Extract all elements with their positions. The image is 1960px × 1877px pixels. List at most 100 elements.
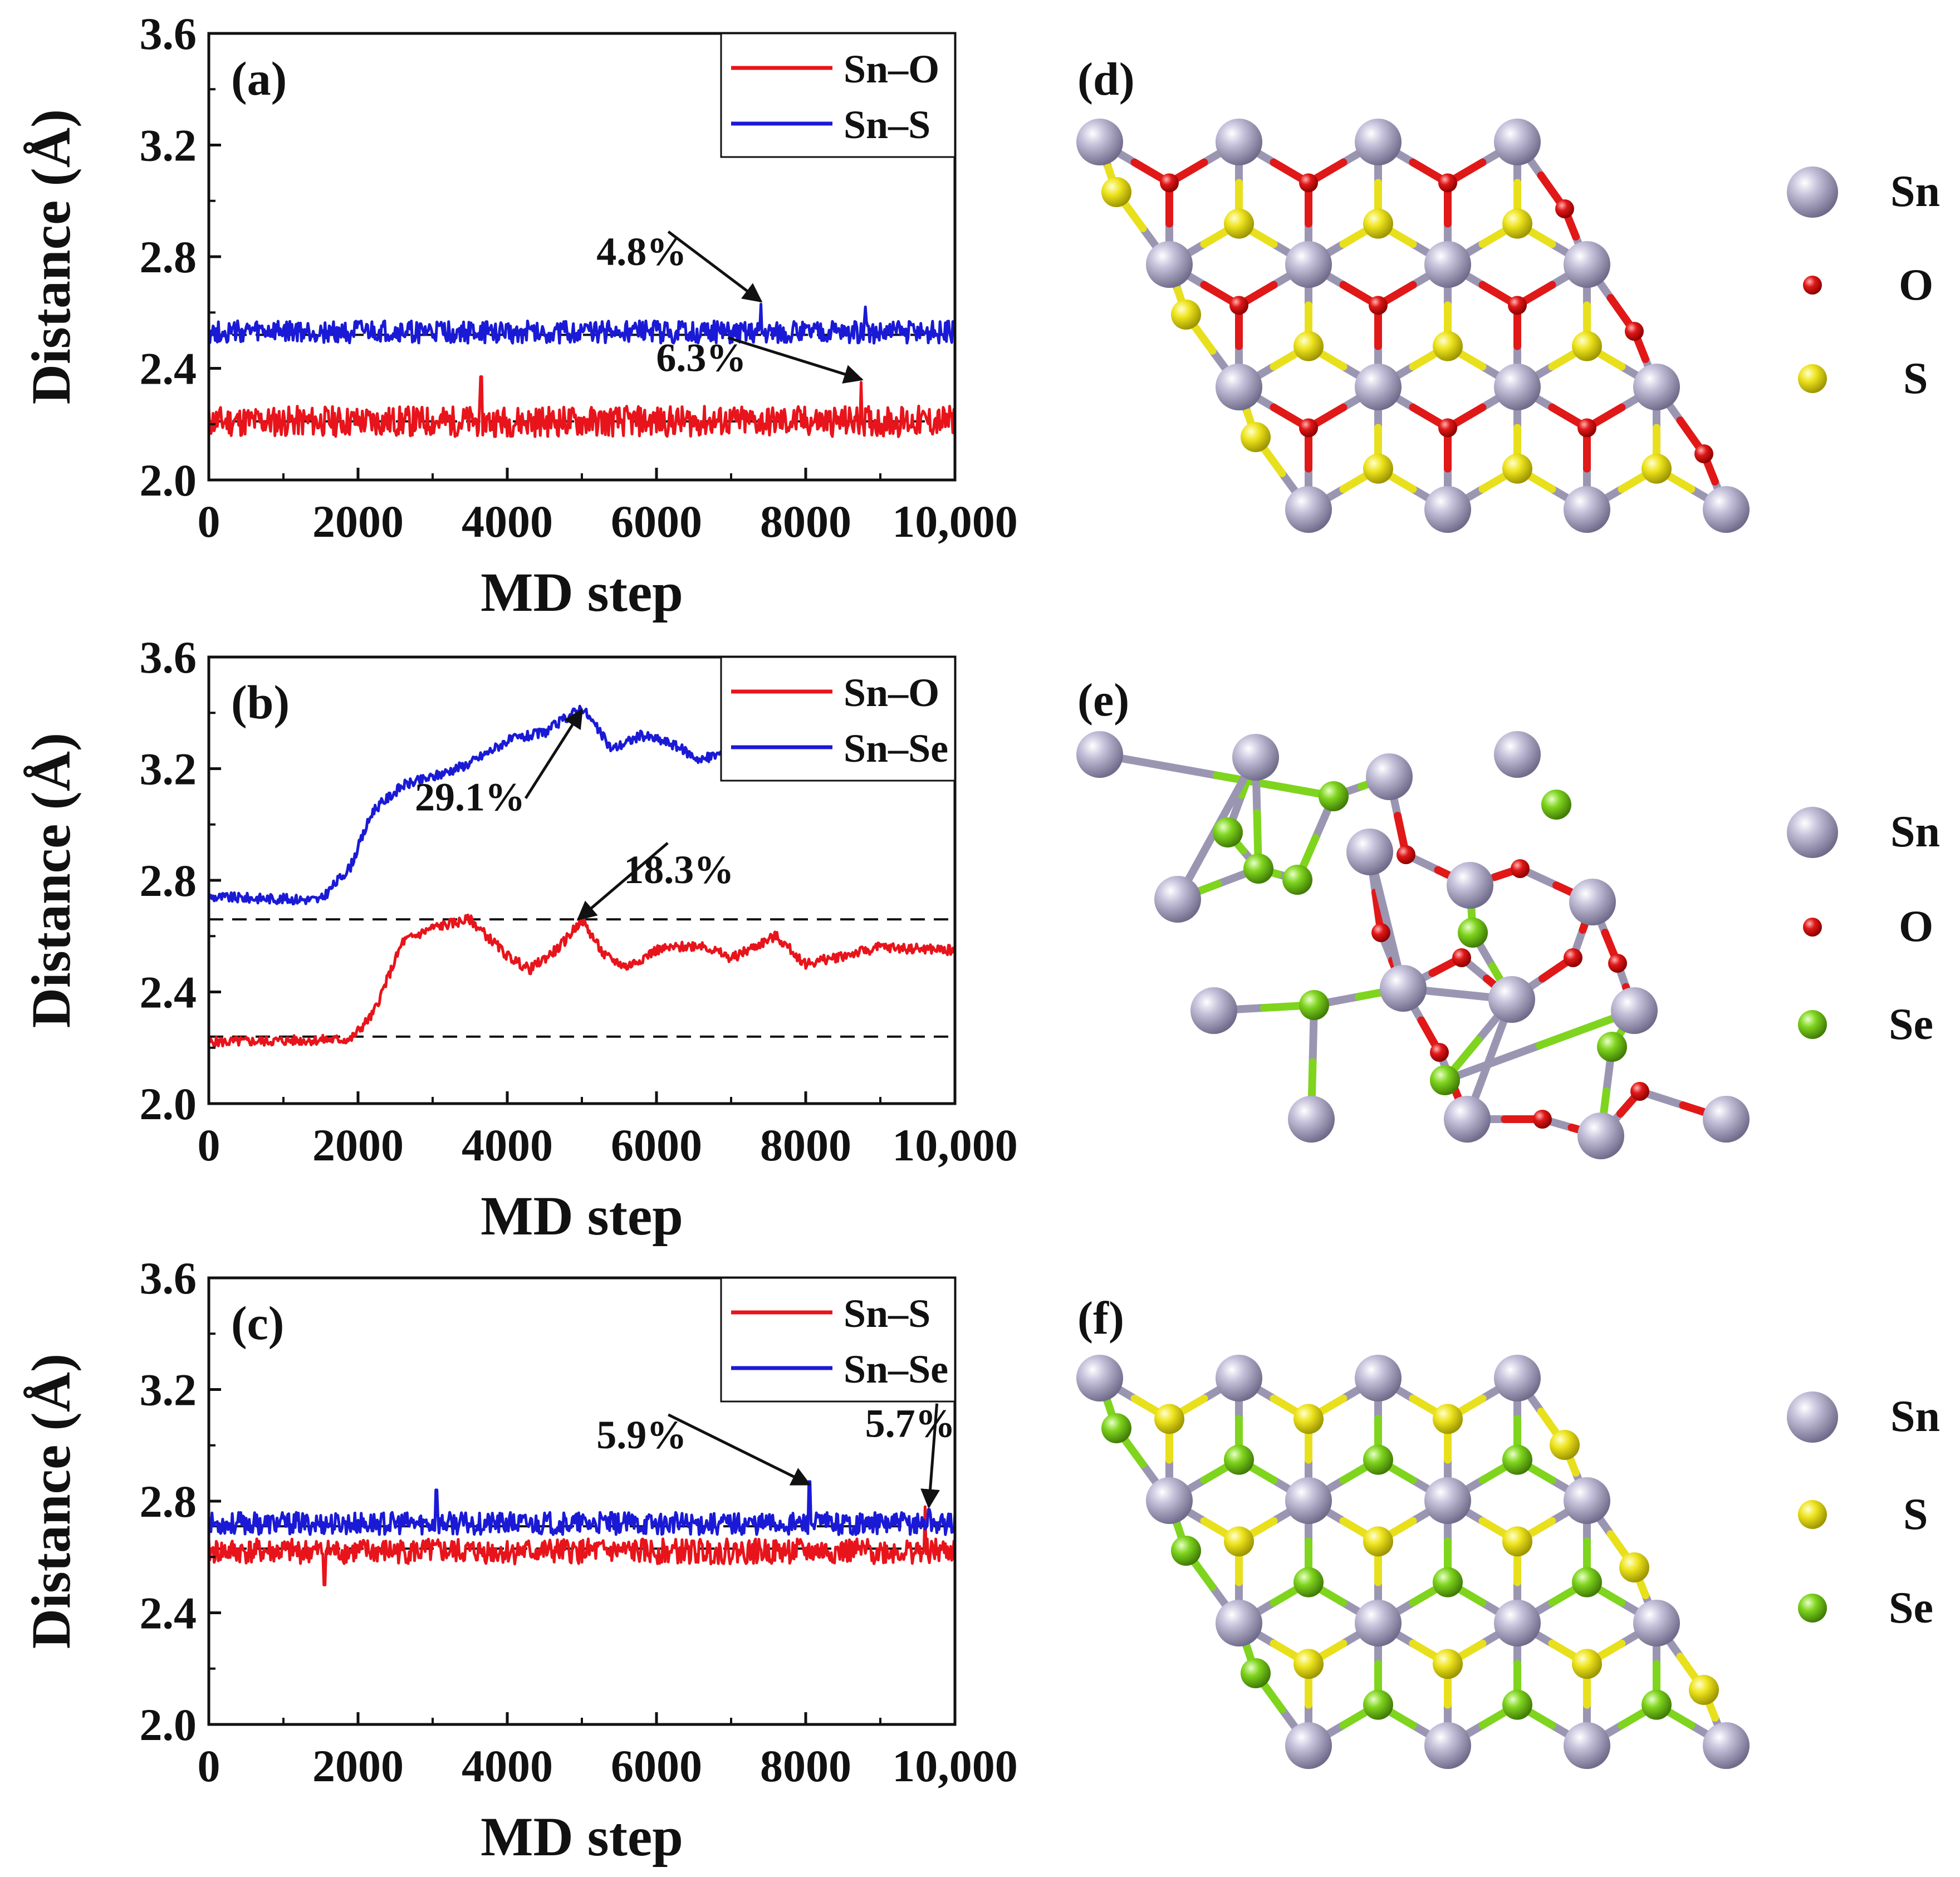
sn-atom bbox=[1494, 119, 1541, 165]
panel-a-y-tick-label: 3.6 bbox=[140, 8, 197, 59]
sn-atom bbox=[1146, 1477, 1193, 1524]
sn-atom bbox=[1494, 1355, 1541, 1401]
legend-label-se: Se bbox=[1889, 1000, 1933, 1049]
sn-atom bbox=[1447, 862, 1493, 909]
panel-a-y-tick-label: 3.2 bbox=[140, 120, 197, 171]
panel-a-series-0 bbox=[207, 375, 957, 438]
o-atom bbox=[1511, 859, 1530, 878]
se-atom bbox=[1363, 1444, 1393, 1475]
o-atom bbox=[1533, 1110, 1552, 1129]
panel-b-annotation-label: 18.3% bbox=[624, 847, 734, 892]
s-atom bbox=[1641, 453, 1672, 484]
sn-atom bbox=[1703, 1096, 1750, 1143]
o-atom bbox=[1438, 173, 1457, 193]
sn-o-s-lattice bbox=[1076, 119, 1750, 533]
panel-c-annotation-label: 5.9% bbox=[596, 1413, 687, 1457]
panel-a-x-tick-label: 6000 bbox=[611, 496, 702, 547]
panel-a-x-tick-label: 4000 bbox=[462, 496, 553, 547]
s-atom bbox=[1363, 208, 1393, 239]
sn-atom bbox=[1076, 1355, 1123, 1401]
sn-atom bbox=[1346, 829, 1393, 875]
sn-atom bbox=[1355, 1355, 1402, 1401]
sn-atom bbox=[1424, 241, 1471, 288]
panel-b-x-tick-label: 6000 bbox=[611, 1120, 702, 1170]
o-atom bbox=[1160, 173, 1179, 193]
element-legend-d: Sn O S bbox=[1787, 166, 1940, 403]
panel-c-y-axis-label: Distance (Å) bbox=[20, 1354, 82, 1649]
se-atom bbox=[1319, 781, 1349, 811]
s-atom bbox=[1689, 1675, 1719, 1705]
sn-atom bbox=[1366, 753, 1413, 800]
panel-c-x-tick-label: 10,000 bbox=[892, 1741, 1018, 1791]
o-atom bbox=[1371, 923, 1390, 942]
se-atom bbox=[1502, 1689, 1532, 1720]
s-atom bbox=[1171, 300, 1201, 330]
sn-atom bbox=[1577, 1113, 1624, 1159]
panel-b-x-tick-label: 0 bbox=[198, 1120, 220, 1170]
se-atom bbox=[1458, 918, 1488, 948]
panel-a-x-tick-label: 2000 bbox=[312, 496, 404, 547]
sn-atom bbox=[1232, 734, 1279, 781]
sn-atom bbox=[1285, 1722, 1332, 1769]
sn-atom bbox=[1424, 1477, 1471, 1524]
panel-a-y-tick-label: 2.8 bbox=[140, 232, 197, 282]
s-atom bbox=[1101, 177, 1131, 207]
o-atom bbox=[1630, 1082, 1649, 1101]
panel-a-annotation-label: 4.8% bbox=[596, 229, 687, 274]
panel-c-label: (c) bbox=[231, 1296, 284, 1350]
panel-a-legend-box bbox=[720, 32, 956, 158]
s-atom bbox=[1363, 453, 1393, 484]
panel-b-y-axis-label: Distance (Å) bbox=[20, 733, 82, 1028]
o-atom bbox=[1555, 199, 1574, 218]
panel-a-annotation-label: 6.3% bbox=[656, 336, 746, 380]
panel-a-series-1 bbox=[207, 302, 956, 345]
s-atom bbox=[1154, 1404, 1184, 1434]
panel-c-y-tick-label: 3.2 bbox=[140, 1365, 197, 1415]
panel-c-x-axis-label: MD step bbox=[481, 1806, 683, 1868]
panel-c-annotation-arrow bbox=[920, 1403, 940, 1509]
o-atom bbox=[1438, 418, 1457, 438]
panel-c-annotation-arrow bbox=[668, 1413, 811, 1486]
sn-atom bbox=[1494, 364, 1541, 410]
s-atom bbox=[1224, 1526, 1254, 1557]
legend-atom-sn bbox=[1787, 1391, 1838, 1443]
o-atom bbox=[1299, 173, 1318, 193]
legend-atom-se bbox=[1798, 1594, 1827, 1623]
element-legend-f: Sn S Se bbox=[1787, 1391, 1940, 1633]
se-atom bbox=[1171, 1536, 1201, 1566]
s-atom bbox=[1224, 208, 1254, 239]
se-atom bbox=[1282, 865, 1312, 895]
se-atom bbox=[1293, 1567, 1324, 1597]
legend-label-se: Se bbox=[1889, 1584, 1933, 1633]
o-atom bbox=[1608, 954, 1627, 973]
sn-atom bbox=[1611, 987, 1658, 1034]
sn-atom bbox=[1190, 987, 1237, 1034]
panel-a-legend-label: Sn–O bbox=[844, 47, 939, 91]
o-atom bbox=[1508, 296, 1527, 315]
o-atom bbox=[1694, 444, 1713, 463]
chart-panel-b: 0 2000 4000 6000 8000 10,000 2.0 2.4 2.8 3.2 3.6 MD… bbox=[20, 632, 1018, 1247]
panel-b-y-tick-label: 3.6 bbox=[140, 632, 197, 683]
panel-c-y-tick-label: 2.4 bbox=[140, 1588, 197, 1639]
chart-panel-c: 0 2000 4000 6000 8000 10,000 2.0 2.4 2.8 3.2 3.6 MD… bbox=[20, 1253, 1018, 1868]
panel-c-x-tick-label: 4000 bbox=[462, 1741, 553, 1791]
se-atom bbox=[1541, 790, 1571, 820]
se-atom bbox=[1572, 1567, 1602, 1597]
panel-a-y-axis-label: Distance (Å) bbox=[20, 109, 82, 404]
panel-c-x-tick-label: 0 bbox=[198, 1741, 220, 1791]
panel-a-x-axis-label: MD step bbox=[481, 561, 683, 623]
panel-a-x-tick-label: 10,000 bbox=[892, 496, 1018, 547]
sn-atom bbox=[1444, 1096, 1491, 1143]
panel-a-x-tick-label: 8000 bbox=[760, 496, 851, 547]
s-atom bbox=[1550, 1430, 1580, 1460]
legend-label-o: O bbox=[1899, 261, 1933, 310]
sn-s-se-lattice bbox=[1076, 1355, 1750, 1769]
sn-atom bbox=[1154, 876, 1201, 923]
s-atom bbox=[1502, 208, 1532, 239]
panel-c-series-1 bbox=[207, 1480, 957, 1536]
sn-atom bbox=[1216, 364, 1262, 410]
panel-c-annotation-label: 5.7% bbox=[865, 1401, 955, 1446]
se-atom bbox=[1224, 1444, 1254, 1475]
s-atom bbox=[1293, 331, 1324, 361]
